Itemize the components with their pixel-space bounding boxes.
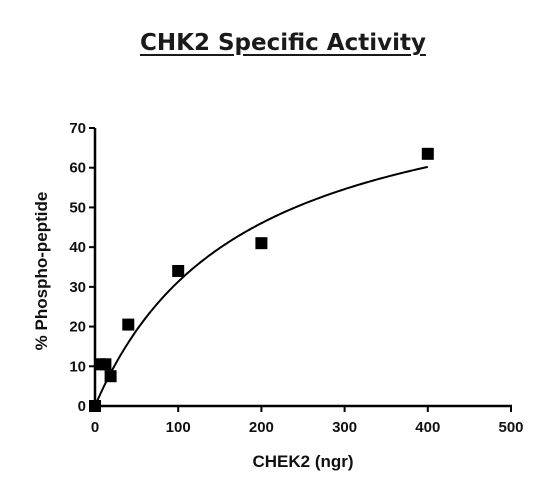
y-tick-label: 20 (69, 319, 86, 336)
y-axis-label: % Phospho-peptide (32, 192, 51, 351)
y-tick-label: 30 (69, 279, 86, 296)
x-tick-label: 0 (91, 419, 99, 436)
data-point (122, 318, 135, 331)
y-tick-label: 60 (69, 160, 86, 177)
data-point (99, 358, 112, 371)
fit-curve-layer (94, 165, 429, 407)
y-tick-label: 70 (69, 120, 86, 137)
fit-curve (94, 165, 429, 407)
ticks: 0 10 20 30 40 50 60 70 0 100 200 300 400 500 (69, 120, 523, 436)
x-tick-label: 200 (249, 419, 274, 436)
y-tick-label: 50 (69, 199, 86, 216)
x-axis-label: CHEK2 (ngr) (252, 452, 353, 471)
axes (93, 128, 512, 408)
chart-title: CHK2 Specific Activity (140, 30, 426, 56)
data-point (255, 237, 268, 250)
data-point (89, 400, 101, 412)
x-tick-label: 300 (332, 419, 357, 436)
y-tick-label: 0 (78, 398, 86, 415)
y-tick-label: 40 (69, 239, 86, 256)
x-tick-label: 400 (415, 419, 440, 436)
data-points (89, 147, 434, 412)
x-tick-label: 500 (498, 419, 523, 436)
x-tick-label: 100 (166, 419, 191, 436)
data-point (104, 370, 117, 383)
data-point (421, 147, 434, 160)
y-tick-label: 10 (69, 358, 86, 375)
data-point (172, 264, 185, 277)
